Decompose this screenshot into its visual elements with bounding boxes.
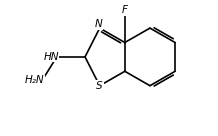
Text: HN: HN	[43, 52, 59, 62]
Text: F: F	[122, 5, 128, 15]
Text: S: S	[96, 81, 103, 91]
Text: H₂N: H₂N	[25, 75, 44, 85]
Text: N: N	[95, 19, 102, 29]
